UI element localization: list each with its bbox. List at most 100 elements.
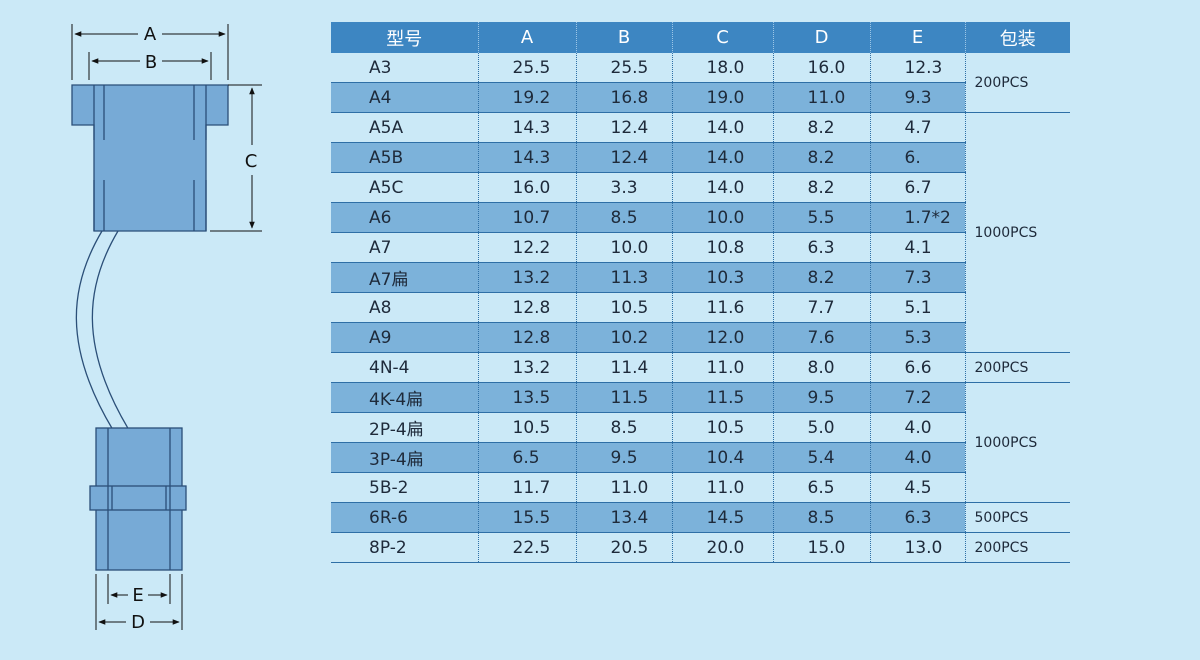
table-row: A8 12.8 10.5 11.6 7.7 5.1 (331, 292, 1070, 323)
dimension-b (88, 52, 212, 80)
wire-pair (75, 230, 130, 431)
table-row: A6 10.7 8.5 10.0 5.5 1.7*2 (331, 202, 1070, 233)
cell-e: 9.3 (869, 82, 965, 113)
cell-a: 15.5 (477, 502, 576, 533)
cell-e: 4.7 (869, 112, 965, 143)
cell-d: 8.2 (772, 262, 870, 293)
cell-e: 4.5 (869, 472, 965, 503)
cell-d: 11.0 (772, 82, 870, 113)
cell-e: 4.1 (869, 232, 965, 263)
cell-model: 4K-4扁 (331, 382, 478, 413)
spec-table: 型号 A B C D E 包装 A3 25.5 25.5 18.0 16.0 12.3 20… (331, 22, 1070, 563)
top-connector-shape (71, 84, 229, 232)
cell-b: 16.8 (575, 82, 672, 113)
cell-b: 12.4 (575, 142, 672, 173)
dimension-c-label: C (245, 151, 258, 172)
cell-a: 16.0 (477, 172, 576, 203)
cell-c: 12.0 (671, 322, 773, 353)
table-row: A5A 14.3 12.4 14.0 8.2 4.7 1000PCS (331, 112, 1070, 353)
cell-e: 7.2 (869, 382, 965, 413)
cell-b: 11.4 (575, 352, 672, 383)
cell-model: 2P-4扁 (331, 412, 478, 443)
header-e: E (869, 22, 965, 53)
cell-d: 5.5 (772, 202, 870, 233)
cell-c: 14.5 (671, 502, 773, 533)
dimension-d-label: D (131, 612, 145, 633)
cell-e: 4.0 (869, 412, 965, 443)
cell-c: 14.0 (671, 112, 773, 143)
cell-model: A6 (331, 202, 478, 233)
cell-c: 10.0 (671, 202, 773, 233)
cell-a: 10.7 (477, 202, 576, 233)
cell-model: 4N-4 (331, 352, 478, 383)
header-model: 型号 (331, 22, 478, 53)
cell-a: 14.3 (477, 112, 576, 143)
cell-packaging: 200PCS (964, 53, 1070, 113)
dimension-a (71, 24, 229, 80)
dimension-a-label: A (144, 24, 157, 45)
cell-b: 3.3 (575, 172, 672, 203)
cell-a: 10.5 (477, 412, 576, 443)
cell-packaging: 200PCS (964, 352, 1070, 383)
cell-d: 8.5 (772, 502, 870, 533)
dimension-e-label: E (132, 585, 143, 606)
cell-d: 16.0 (772, 53, 870, 83)
cell-d: 15.0 (772, 532, 870, 563)
cell-model: A5B (331, 142, 478, 173)
cell-c: 11.6 (671, 292, 773, 323)
cell-b: 11.3 (575, 262, 672, 293)
table-header-row: 型号 A B C D E 包装 (331, 22, 1070, 53)
cell-c: 14.0 (671, 172, 773, 203)
cell-e: 6. (869, 142, 965, 173)
header-a: A (477, 22, 576, 53)
dimension-e (107, 574, 171, 604)
cell-model: A8 (331, 292, 478, 323)
cell-e: 6.7 (869, 172, 965, 203)
cell-a: 14.3 (477, 142, 576, 173)
table-row: 8P-2 22.5 20.5 20.0 15.0 13.0 200PCS (331, 532, 1070, 563)
cell-b: 10.0 (575, 232, 672, 263)
cell-d: 5.4 (772, 442, 870, 473)
cell-packaging: 200PCS (964, 532, 1070, 563)
cell-a: 12.8 (477, 322, 576, 353)
table-row: A5B 14.3 12.4 14.0 8.2 6. (331, 142, 1070, 173)
table-row: 6R-6 15.5 13.4 14.5 8.5 6.3 500PCS (331, 502, 1070, 533)
cell-e: 4.0 (869, 442, 965, 473)
dimension-c (210, 84, 262, 232)
header-c: C (671, 22, 773, 53)
cell-d: 9.5 (772, 382, 870, 413)
cell-e: 6.6 (869, 352, 965, 383)
cell-b: 11.5 (575, 382, 672, 413)
cell-a: 25.5 (477, 53, 576, 83)
cell-d: 8.2 (772, 112, 870, 143)
cell-c: 11.5 (671, 382, 773, 413)
cell-a: 6.5 (477, 442, 576, 473)
cell-c: 10.5 (671, 412, 773, 443)
cell-model: 8P-2 (331, 532, 478, 563)
table-row: A3 25.5 25.5 18.0 16.0 12.3 200PCS (331, 53, 1070, 113)
cell-e: 1.7*2 (869, 202, 965, 233)
table-row: 4N-4 13.2 11.4 11.0 8.0 6.6 200PCS (331, 352, 1070, 383)
cell-model: A9 (331, 322, 478, 353)
cell-c: 10.4 (671, 442, 773, 473)
cell-a: 13.5 (477, 382, 576, 413)
cell-c: 10.3 (671, 262, 773, 293)
cell-c: 10.8 (671, 232, 773, 263)
cell-e: 7.3 (869, 262, 965, 293)
cell-e: 5.3 (869, 322, 965, 353)
table-row: A4 19.2 16.8 19.0 11.0 9.3 (331, 82, 1070, 113)
cell-d: 8.2 (772, 172, 870, 203)
cell-a: 11.7 (477, 472, 576, 503)
cell-model: A5A (331, 112, 478, 143)
cell-d: 7.6 (772, 322, 870, 353)
dimension-b-label: B (145, 52, 157, 73)
cell-b: 8.5 (575, 202, 672, 233)
cell-d: 5.0 (772, 412, 870, 443)
cell-c: 19.0 (671, 82, 773, 113)
table-row: A7 12.2 10.0 10.8 6.3 4.1 (331, 232, 1070, 263)
table-row: 5B-2 11.7 11.0 11.0 6.5 4.5 (331, 472, 1070, 503)
header-b: B (575, 22, 672, 53)
cell-model: A7 (331, 232, 478, 263)
cell-packaging: 1000PCS (964, 112, 1070, 353)
cell-model: A4 (331, 82, 478, 113)
